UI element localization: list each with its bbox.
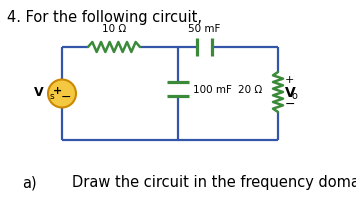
- Text: Draw the circuit in the frequency domain.: Draw the circuit in the frequency domain…: [72, 175, 356, 190]
- Text: o: o: [292, 91, 298, 101]
- Text: 10 Ω: 10 Ω: [102, 24, 126, 34]
- Text: V: V: [285, 86, 296, 100]
- Text: 50 mF: 50 mF: [188, 24, 221, 34]
- Text: −: −: [285, 98, 295, 110]
- Text: 4. For the following circuit,: 4. For the following circuit,: [7, 10, 202, 25]
- Text: V: V: [35, 86, 44, 99]
- Text: +: +: [285, 75, 294, 85]
- Text: −: −: [61, 91, 71, 104]
- Text: +: +: [52, 86, 62, 97]
- Text: a): a): [22, 175, 37, 190]
- Circle shape: [48, 79, 76, 108]
- Text: 20 Ω: 20 Ω: [238, 85, 262, 95]
- Text: 100 mF: 100 mF: [193, 85, 232, 95]
- Text: s: s: [50, 92, 54, 101]
